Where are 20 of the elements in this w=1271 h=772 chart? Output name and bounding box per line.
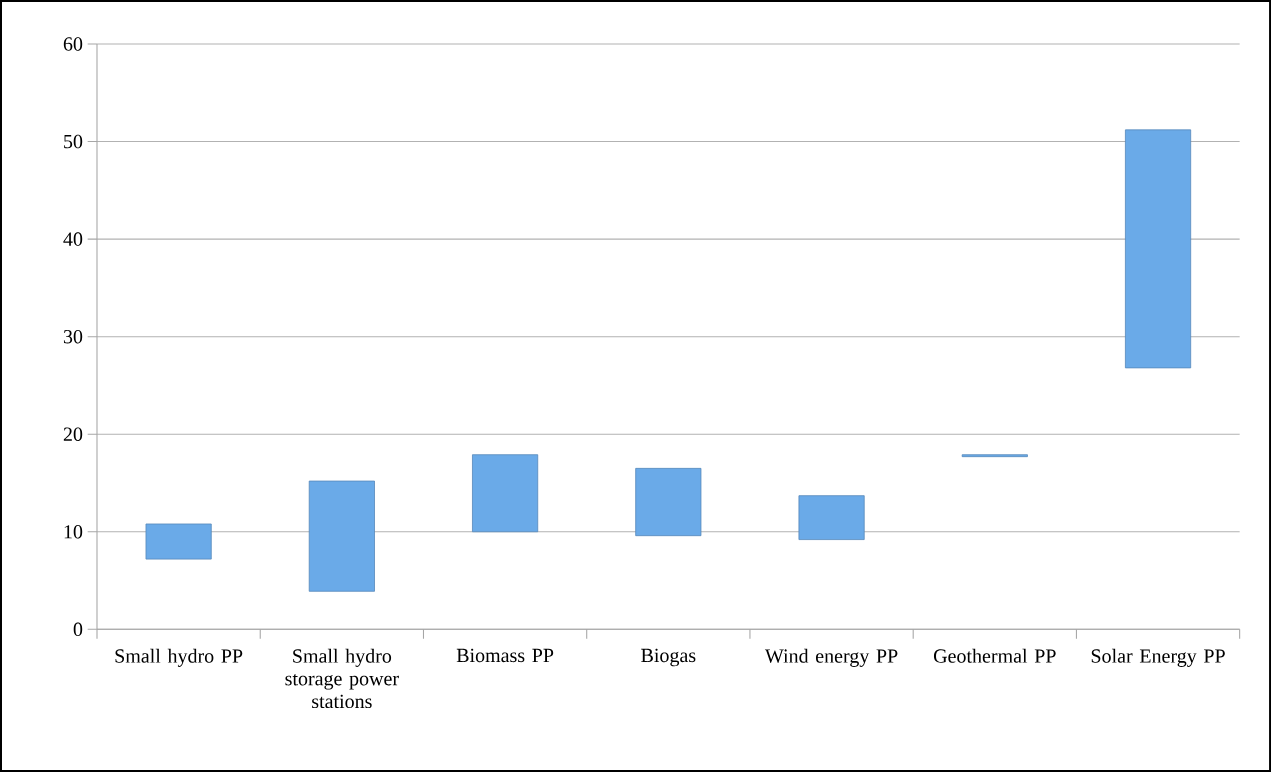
x-tick-label: Solar Energy PP: [1091, 648, 1225, 667]
y-tick-label: 20: [63, 427, 83, 441]
bar: [308, 480, 375, 592]
bar: [1125, 129, 1192, 369]
y-tick-label: 50: [64, 134, 83, 149]
y-tick-label: 10: [64, 525, 83, 539]
x-tick-label: Biogas: [641, 648, 696, 667]
y-tick-label: 60: [63, 37, 83, 51]
bar: [798, 495, 865, 540]
y-tick-label: 0: [73, 622, 83, 637]
x-tick-label: Geothermal PP: [933, 648, 1056, 663]
bar: [635, 467, 702, 537]
bar: [145, 523, 212, 560]
x-tick-label: Small hydro PP: [115, 648, 243, 667]
y-tick-label: 30: [63, 329, 83, 344]
x-tick-label: Biomass PP: [456, 648, 554, 663]
y-tick-label: 40: [63, 232, 83, 246]
x-tick-label: Small hydro storage power stations: [285, 648, 399, 709]
x-tick-label: Wind energy PP: [764, 648, 898, 667]
bar: [472, 454, 539, 533]
